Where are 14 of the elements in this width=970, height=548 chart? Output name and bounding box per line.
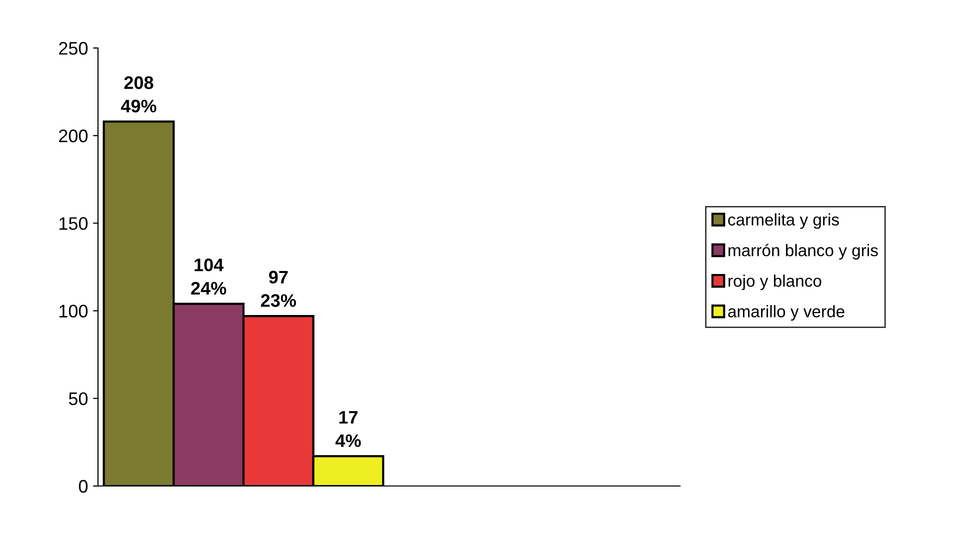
data-label: 97 23% (260, 270, 296, 307)
legend-label: carmelita y gris (728, 213, 839, 229)
y-tick-label: 50 (68, 392, 88, 406)
data-label: 208 49% (120, 76, 156, 112)
data-label: 104 24% (191, 258, 226, 295)
legend-label: rojo y blanco (728, 274, 822, 290)
y-tick-label: 250 (59, 42, 88, 55)
y-tick-label: 150 (60, 217, 88, 230)
y-tick-label: 100 (60, 304, 88, 318)
y-tick-label: 200 (59, 130, 88, 142)
legend-label: marrón blanco y gris (728, 244, 878, 260)
y-tick-label: 0 (78, 480, 88, 493)
data-label: 17 4% (335, 411, 361, 448)
legend-label: amarillo y verde (728, 305, 844, 321)
